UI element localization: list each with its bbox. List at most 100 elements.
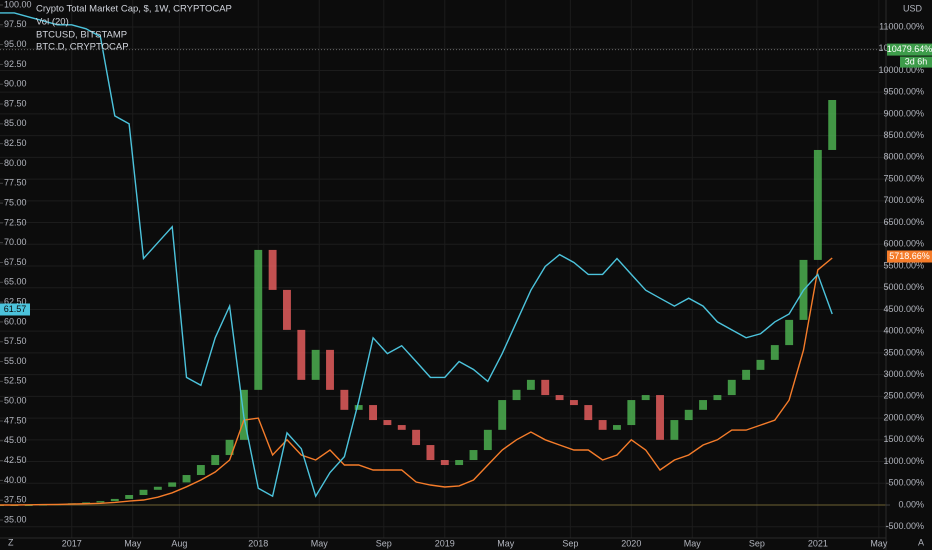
candle: [627, 400, 636, 426]
y2-tick-label: 0.00%: [898, 499, 924, 509]
x-tick-label: May: [684, 538, 702, 548]
candle: [383, 420, 392, 426]
candle: [268, 249, 277, 290]
x-tick-label: 2020: [621, 538, 641, 548]
y2-tick-label: 1500.00%: [883, 434, 924, 444]
candle: [613, 425, 621, 430]
candle: [412, 429, 421, 446]
y2-tick-label: 7500.00%: [883, 173, 924, 183]
y2-tick-label: 9500.00%: [883, 87, 924, 97]
candle: [584, 405, 593, 421]
candle: [512, 389, 521, 401]
y2-tick-label: -500.00%: [885, 521, 924, 531]
candle: [196, 465, 205, 476]
right-button[interactable]: A: [918, 537, 924, 547]
candle: [326, 349, 334, 390]
y-tick-label: 90.00: [4, 79, 27, 89]
candle: [656, 395, 664, 440]
candle: [82, 502, 91, 504]
y2-tick-label: 8500.00%: [883, 130, 924, 140]
y-tick-label: 50.00: [4, 396, 27, 406]
y-tick-label: 62.50: [4, 296, 27, 306]
candle: [426, 445, 435, 461]
candle: [598, 420, 607, 430]
candle: [699, 400, 708, 410]
candle: [498, 400, 507, 430]
left-button[interactable]: Z: [8, 537, 14, 547]
candle: [139, 489, 148, 496]
candle: [684, 409, 693, 421]
y2-tick-label: 2500.00%: [883, 391, 924, 401]
y-tick-label: 57.50: [4, 336, 27, 346]
chart-title: Crypto Total Market Cap, $, 1W, CRYPTOCA…: [36, 4, 232, 15]
y-tick-label: 82.50: [4, 138, 27, 148]
y2-tick-label: 9000.00%: [883, 108, 924, 118]
candle: [641, 395, 650, 401]
y2-tick-label: 1000.00%: [883, 456, 924, 466]
price-badge: [887, 43, 932, 56]
candle: [541, 379, 550, 396]
y-tick-label: 97.50: [4, 19, 27, 29]
candle: [455, 460, 464, 466]
y-tick-label: 47.50: [4, 415, 27, 425]
candle: [756, 359, 765, 370]
plot: [0, 12, 886, 507]
price-badge-label: 61.57: [4, 304, 27, 314]
candle: [254, 249, 263, 390]
y-tick-label: 87.50: [4, 98, 27, 108]
y-tick-label: 95.00: [4, 39, 27, 49]
candle: [153, 486, 162, 490]
candle: [297, 329, 306, 380]
y-tick-label: 35.00: [4, 514, 27, 524]
x-tick-label: Sep: [749, 538, 765, 548]
y-tick-label: 92.50: [4, 59, 27, 69]
y2-tick-label: 4000.00%: [883, 326, 924, 336]
x-tick-label: 2017: [62, 538, 82, 548]
candle: [785, 319, 794, 346]
x-tick-label: Aug: [171, 538, 187, 548]
candle: [311, 349, 320, 380]
candle: [813, 149, 822, 260]
y-tick-label: 70.00: [4, 237, 27, 247]
y-tick-label: 55.00: [4, 356, 27, 366]
candle: [727, 379, 736, 396]
legend-entry: BTCUSD, BITSTAMP: [36, 30, 127, 41]
x-tick-label: May: [497, 538, 515, 548]
y-tick-label: 80.00: [4, 158, 27, 168]
y-tick-label: 77.50: [4, 178, 27, 188]
candle: [670, 420, 679, 440]
x-tick-label: May: [311, 538, 329, 548]
axis-unit: USD: [903, 3, 923, 13]
candle: [125, 495, 134, 499]
x-tick-label: 2021: [808, 538, 828, 548]
y2-tick-label: 500.00%: [888, 478, 924, 488]
y-tick-label: 37.50: [4, 495, 27, 505]
y-tick-label: 85.00: [4, 118, 27, 128]
candle: [211, 455, 220, 466]
y2-tick-label: 6000.00%: [883, 239, 924, 249]
y-tick-label: 45.00: [4, 435, 27, 445]
candle: [440, 460, 449, 466]
series-line: [0, 12, 833, 498]
y-tick-label: 60.00: [4, 316, 27, 326]
x-tick-label: 2018: [248, 538, 268, 548]
countdown-badge: [900, 56, 932, 68]
candle: [770, 345, 779, 360]
countdown-label: 3d 6h: [905, 56, 928, 66]
series-line: [0, 257, 833, 506]
x-tick-label: Sep: [376, 538, 392, 548]
candle: [24, 505, 33, 507]
x-tick-label: 2019: [435, 538, 455, 548]
candle: [828, 99, 837, 150]
y2-tick-label: 7000.00%: [883, 195, 924, 205]
y-tick-label: 40.00: [4, 475, 27, 485]
y2-tick-label: 10000.00%: [878, 65, 924, 75]
candle: [96, 501, 105, 503]
candle: [369, 405, 377, 421]
candle: [168, 482, 177, 487]
y2-tick-label: 5000.00%: [883, 282, 924, 292]
candle: [555, 395, 564, 401]
y2-tick-label: 3000.00%: [883, 369, 924, 379]
y2-tick-label: 6500.00%: [883, 217, 924, 227]
